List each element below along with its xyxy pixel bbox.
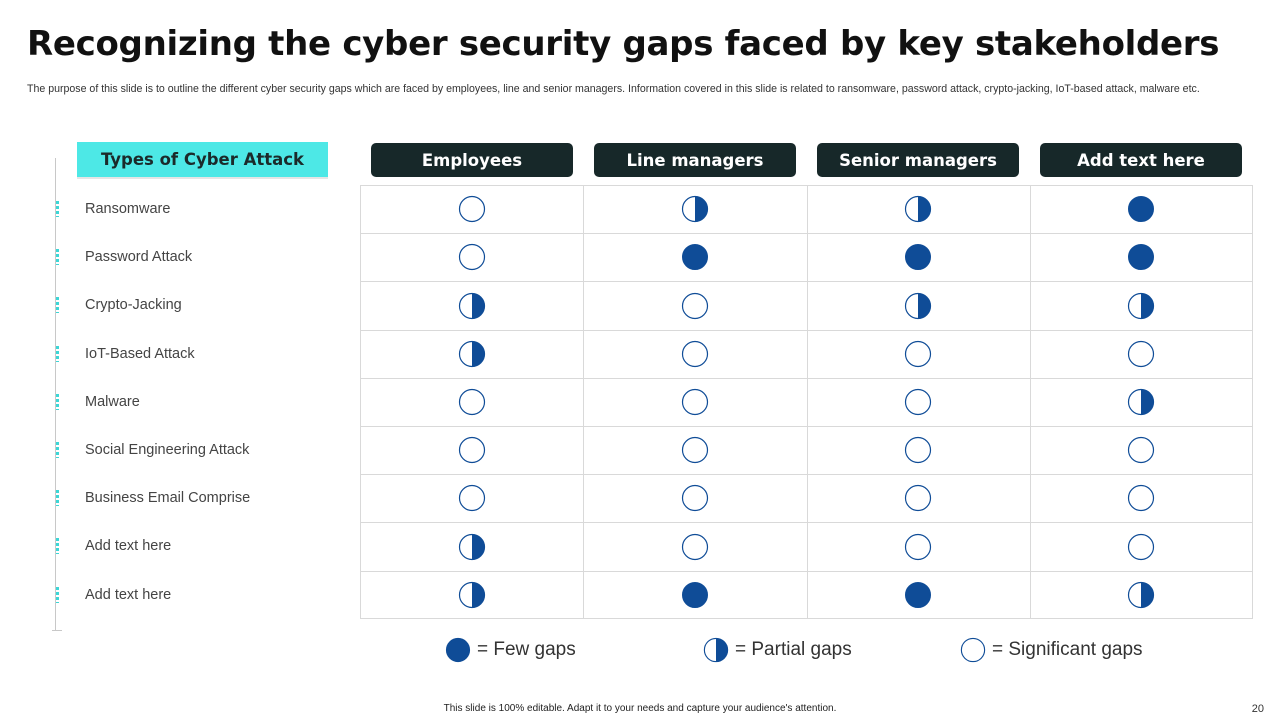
partial-gaps-icon bbox=[458, 533, 486, 561]
partial-gaps-icon bbox=[904, 292, 932, 320]
grid-hline bbox=[360, 185, 1253, 186]
row-label: Password Attack bbox=[85, 249, 193, 266]
partial-gaps-icon bbox=[703, 637, 729, 663]
row-tick bbox=[56, 249, 59, 266]
grid-hline bbox=[360, 233, 1253, 234]
row-label: Add text here bbox=[85, 586, 172, 603]
partial-gaps-icon bbox=[458, 340, 486, 368]
row-tick bbox=[56, 201, 59, 217]
row-tick bbox=[56, 297, 59, 314]
significant-gaps-icon bbox=[458, 484, 486, 512]
row-tick bbox=[56, 345, 59, 362]
legend-significant: = Significant gaps bbox=[960, 636, 1143, 664]
row-label: Social Engineering Attack bbox=[85, 442, 250, 458]
timeline-line bbox=[55, 158, 56, 631]
partial-gaps-icon bbox=[1127, 581, 1155, 609]
page-subtitle: The purpose of this slide is to outline … bbox=[27, 83, 1200, 95]
grid-vline bbox=[583, 185, 584, 619]
legend-few: = Few gaps bbox=[445, 636, 576, 664]
partial-gaps-icon bbox=[681, 195, 709, 223]
significant-gaps-icon bbox=[960, 637, 986, 663]
row-tick bbox=[56, 442, 59, 458]
significant-gaps-icon bbox=[681, 484, 709, 512]
significant-gaps-icon bbox=[681, 388, 709, 416]
significant-gaps-icon bbox=[458, 195, 486, 223]
partial-gaps-icon bbox=[458, 581, 486, 609]
row-label: Crypto-Jacking bbox=[85, 297, 182, 314]
few-gaps-icon bbox=[681, 581, 709, 609]
column-header: Employees bbox=[371, 143, 573, 177]
few-gaps-icon bbox=[445, 637, 471, 663]
footer-note: This slide is 100% editable. Adapt it to… bbox=[0, 703, 1280, 714]
timeline-line-end bbox=[52, 630, 62, 631]
legend-significant-label: = Significant gaps bbox=[992, 639, 1143, 660]
legend-partial: = Partial gaps bbox=[703, 636, 852, 664]
row-tick bbox=[56, 538, 59, 555]
page-number: 20 bbox=[1251, 703, 1264, 715]
significant-gaps-icon bbox=[904, 533, 932, 561]
significant-gaps-icon bbox=[1127, 533, 1155, 561]
significant-gaps-icon bbox=[458, 243, 486, 271]
grid-vline bbox=[1030, 185, 1031, 619]
row-tick bbox=[56, 490, 59, 507]
significant-gaps-icon bbox=[681, 436, 709, 464]
grid-hline bbox=[360, 618, 1253, 619]
legend-partial-label: = Partial gaps bbox=[735, 639, 852, 660]
types-header: Types of Cyber Attack bbox=[77, 142, 328, 177]
column-header: Add text here bbox=[1040, 143, 1242, 177]
few-gaps-icon bbox=[1127, 243, 1155, 271]
grid-hline bbox=[360, 474, 1253, 475]
significant-gaps-icon bbox=[1127, 436, 1155, 464]
significant-gaps-icon bbox=[458, 436, 486, 464]
partial-gaps-icon bbox=[904, 195, 932, 223]
footer-text: This slide is 100% editable. Adapt it to… bbox=[443, 703, 837, 714]
significant-gaps-icon bbox=[904, 436, 932, 464]
partial-gaps-icon bbox=[1127, 388, 1155, 416]
partial-gaps-icon bbox=[1127, 292, 1155, 320]
significant-gaps-icon bbox=[458, 388, 486, 416]
column-header: Senior managers bbox=[817, 143, 1019, 177]
few-gaps-icon bbox=[904, 243, 932, 271]
legend-few-label: = Few gaps bbox=[477, 639, 576, 660]
row-tick bbox=[56, 393, 59, 410]
row-label: IoT-Based Attack bbox=[85, 345, 195, 362]
significant-gaps-icon bbox=[1127, 340, 1155, 368]
row-label: Malware bbox=[85, 393, 140, 410]
row-tick bbox=[56, 586, 59, 603]
grid-hline bbox=[360, 281, 1253, 282]
grid-vline bbox=[807, 185, 808, 619]
significant-gaps-icon bbox=[681, 292, 709, 320]
significant-gaps-icon bbox=[904, 340, 932, 368]
grid-vline bbox=[360, 185, 361, 619]
few-gaps-icon bbox=[1127, 195, 1155, 223]
types-header-shadow bbox=[77, 176, 328, 179]
significant-gaps-icon bbox=[681, 533, 709, 561]
gap-matrix bbox=[360, 185, 1253, 619]
grid-hline bbox=[360, 522, 1253, 523]
column-header: Line managers bbox=[594, 143, 796, 177]
page-title: Recognizing the cyber security gaps face… bbox=[27, 24, 1220, 64]
significant-gaps-icon bbox=[681, 340, 709, 368]
partial-gaps-icon bbox=[458, 292, 486, 320]
grid-hline bbox=[360, 378, 1253, 379]
grid-vline bbox=[1252, 185, 1253, 619]
grid-hline bbox=[360, 330, 1253, 331]
grid-hline bbox=[360, 426, 1253, 427]
row-label: Add text here bbox=[85, 538, 172, 555]
few-gaps-icon bbox=[904, 581, 932, 609]
row-label: Business Email Comprise bbox=[85, 490, 251, 507]
significant-gaps-icon bbox=[904, 484, 932, 512]
row-label: Ransomware bbox=[85, 201, 171, 217]
grid-hline bbox=[360, 571, 1253, 572]
few-gaps-icon bbox=[681, 243, 709, 271]
significant-gaps-icon bbox=[1127, 484, 1155, 512]
significant-gaps-icon bbox=[904, 388, 932, 416]
